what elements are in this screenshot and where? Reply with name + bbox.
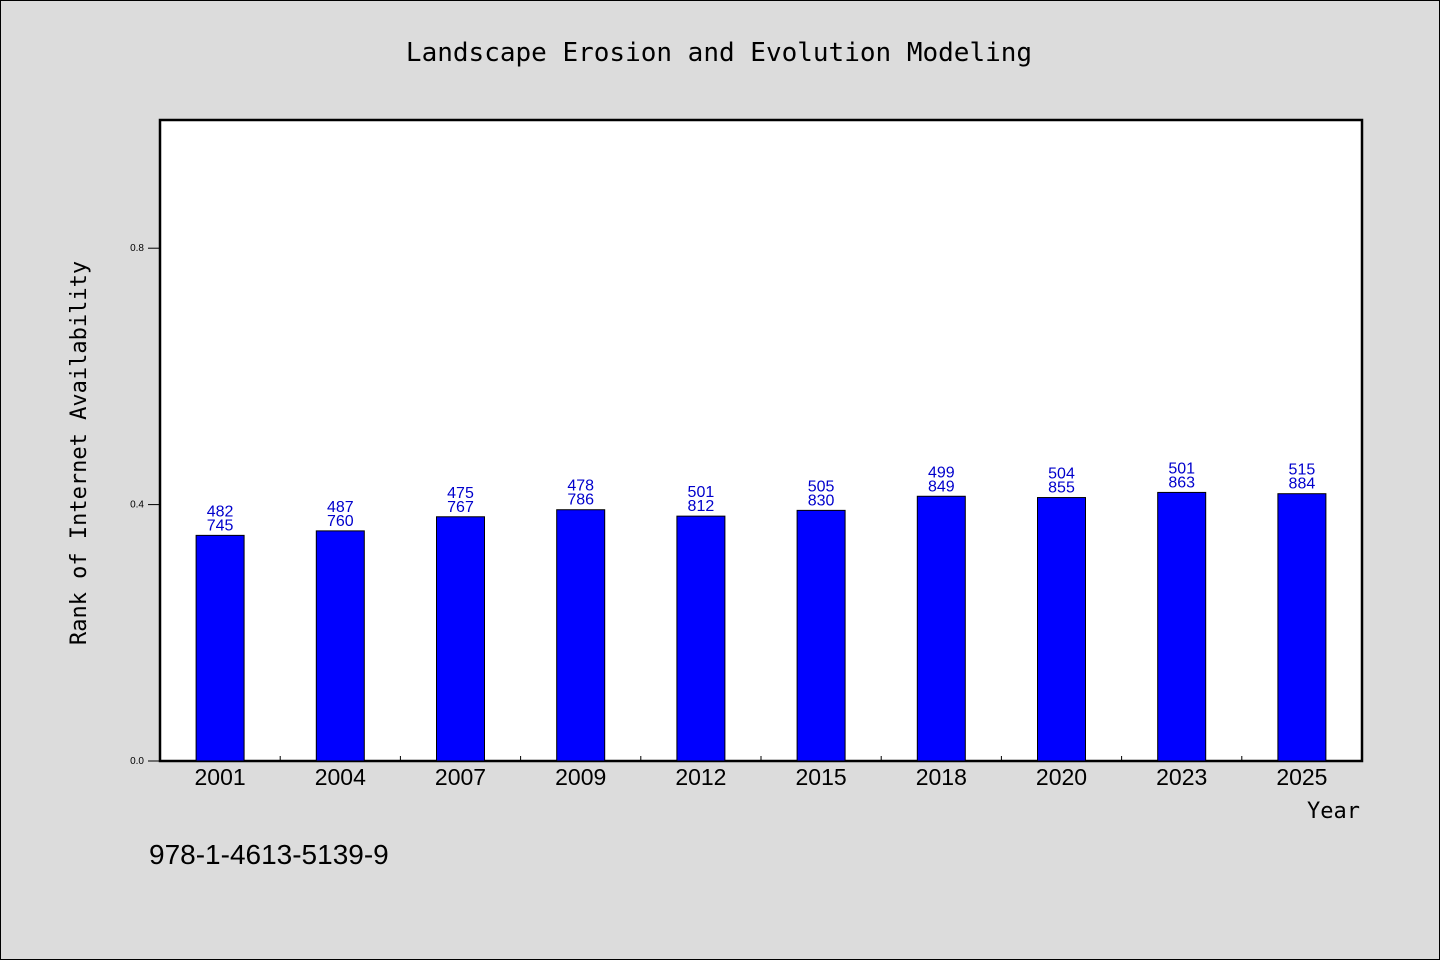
- y-axis-ticks: 0.0 0.4 0.8: [130, 243, 160, 767]
- x-tick-label-2025: 2025: [1276, 764, 1327, 790]
- bar-2012: [676, 515, 726, 762]
- bars-group: [195, 491, 1327, 762]
- x-axis-label: Year: [1307, 799, 1360, 824]
- bar-2015: [796, 509, 846, 762]
- data-label-bottom-2025: 884: [1289, 476, 1316, 493]
- y-tick-label: 0.4: [130, 500, 144, 511]
- data-label-top-2009: 478: [567, 478, 594, 495]
- y-tick-label: 0.8: [130, 243, 144, 254]
- data-label-bottom-2018: 849: [928, 478, 955, 495]
- data-label-bottom-2012: 812: [688, 498, 715, 515]
- data-label-top-2023: 501: [1168, 460, 1195, 477]
- x-tick-label-2023: 2023: [1156, 764, 1207, 790]
- bar-2007: [436, 516, 485, 762]
- x-tick-label-2018: 2018: [916, 764, 967, 790]
- data-label-top-2020: 504: [1048, 466, 1075, 483]
- y-axis-label: Rank of Internet Availability: [67, 261, 92, 645]
- data-label-top-2007: 475: [447, 485, 474, 502]
- bar-2009: [556, 509, 606, 762]
- bar-2001: [195, 534, 245, 762]
- bar-2020: [1037, 497, 1086, 762]
- x-axis-ticks: 2001 2004 2007 2009 2012 2015 2018 2020 2023 2025: [195, 756, 1327, 790]
- isbn-text: 978-1-4613-5139-9: [149, 839, 389, 870]
- chart-title: Landscape Erosion and Evolution Modeling: [406, 38, 1032, 68]
- data-label-top-2012: 501: [688, 484, 715, 501]
- bar-2004: [315, 530, 365, 762]
- bar-2023: [1157, 491, 1207, 762]
- x-tick-label-2015: 2015: [796, 764, 847, 790]
- y-tick-label: 0.0: [130, 756, 144, 767]
- data-label-bottom-2001: 745: [207, 517, 234, 534]
- x-tick-label-2020: 2020: [1036, 764, 1087, 790]
- x-tick-label-2009: 2009: [555, 764, 606, 790]
- data-label-top-2004: 487: [327, 499, 354, 516]
- x-tick-label-2004: 2004: [315, 764, 366, 790]
- data-label-bottom-2007: 767: [447, 499, 474, 516]
- x-tick-label-2012: 2012: [675, 764, 726, 790]
- data-label-bottom-2009: 786: [567, 492, 594, 509]
- data-label-bottom-2004: 760: [327, 513, 354, 530]
- bar-2025: [1277, 493, 1327, 762]
- x-tick-label-2007: 2007: [435, 764, 486, 790]
- bar-2018: [916, 495, 966, 762]
- data-label-bottom-2023: 863: [1168, 474, 1195, 491]
- data-label-top-2025: 515: [1289, 462, 1316, 479]
- x-tick-label-2001: 2001: [195, 764, 246, 790]
- data-label-bottom-2015: 830: [808, 492, 835, 509]
- data-label-top-2018: 499: [928, 464, 955, 481]
- data-label-bottom-2020: 855: [1048, 480, 1075, 497]
- data-label-top-2001: 482: [207, 503, 234, 520]
- data-label-top-2015: 505: [808, 478, 835, 495]
